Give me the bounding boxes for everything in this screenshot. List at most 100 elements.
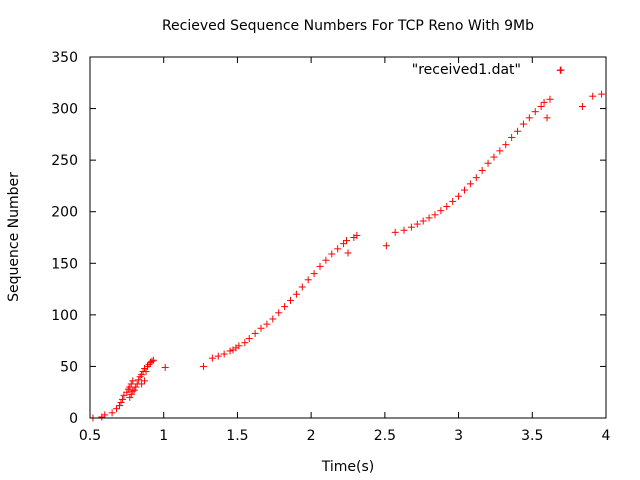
data-point bbox=[531, 108, 539, 116]
data-point bbox=[425, 214, 433, 222]
data-point bbox=[292, 290, 300, 298]
legend: "received1.dat" bbox=[412, 62, 565, 78]
axis-ticks bbox=[89, 56, 607, 419]
data-point bbox=[316, 262, 324, 270]
data-point bbox=[126, 393, 134, 401]
data-point bbox=[281, 303, 289, 311]
data-point bbox=[287, 296, 295, 304]
data-point bbox=[138, 371, 146, 379]
data-point bbox=[117, 399, 125, 407]
data-point bbox=[578, 103, 586, 111]
data-point bbox=[120, 391, 128, 399]
legend-label: "received1.dat" bbox=[412, 62, 521, 78]
y-tick-label: 350 bbox=[51, 50, 78, 66]
data-point bbox=[130, 386, 138, 394]
data-point bbox=[245, 335, 253, 343]
data-point bbox=[514, 127, 522, 135]
data-point bbox=[340, 240, 348, 248]
data-point bbox=[484, 159, 492, 167]
y-tick-label: 250 bbox=[51, 153, 78, 169]
data-point bbox=[449, 197, 457, 205]
data-point bbox=[142, 368, 150, 376]
data-point bbox=[400, 226, 408, 234]
x-axis-label: Time(s) bbox=[321, 459, 374, 475]
x-tick-label: 4 bbox=[602, 428, 611, 444]
data-point bbox=[413, 220, 421, 228]
y-tick-label: 100 bbox=[51, 308, 78, 324]
x-tick-label: 3.5 bbox=[521, 428, 543, 444]
data-point bbox=[508, 133, 516, 141]
data-point bbox=[490, 153, 498, 161]
data-point bbox=[437, 207, 445, 215]
data-point bbox=[127, 380, 135, 388]
data-point bbox=[129, 377, 137, 385]
data-point bbox=[135, 376, 143, 384]
data-point bbox=[304, 276, 312, 284]
data-point bbox=[115, 402, 123, 410]
data-point bbox=[129, 387, 137, 395]
x-tick-label: 0.5 bbox=[79, 428, 101, 444]
data-point bbox=[298, 283, 306, 291]
data-point bbox=[382, 242, 390, 250]
data-point bbox=[123, 388, 131, 396]
x-tick-label: 1 bbox=[159, 428, 168, 444]
data-point bbox=[226, 347, 234, 355]
data-point bbox=[328, 250, 336, 258]
data-point bbox=[589, 92, 597, 100]
data-point bbox=[275, 309, 283, 317]
plot-frame bbox=[89, 56, 607, 419]
data-point bbox=[343, 237, 351, 245]
data-point bbox=[478, 166, 486, 174]
data-point bbox=[118, 395, 126, 403]
data-point bbox=[263, 320, 271, 328]
tick-labels: 0.5 1 1.5 2 2.5 3 3.5 4 0 50 100 150 200 250 300 350 bbox=[51, 50, 610, 444]
data-point bbox=[546, 95, 554, 103]
data-point bbox=[148, 357, 156, 365]
data-point bbox=[310, 270, 318, 278]
data-point bbox=[540, 98, 548, 106]
y-tick-label: 200 bbox=[51, 205, 78, 221]
data-point bbox=[101, 411, 109, 419]
data-point bbox=[127, 390, 135, 398]
legend-marker bbox=[557, 66, 565, 74]
data-point bbox=[161, 363, 169, 371]
data-point bbox=[322, 256, 330, 264]
data-point bbox=[460, 186, 468, 194]
data-point bbox=[496, 147, 504, 155]
data-point bbox=[220, 350, 228, 358]
x-tick-label: 2 bbox=[307, 428, 316, 444]
data-point bbox=[466, 180, 474, 188]
data-points bbox=[89, 66, 606, 422]
data-point bbox=[132, 383, 140, 391]
data-point bbox=[344, 249, 352, 257]
chart-title: Recieved Sequence Numbers For TCP Reno W… bbox=[162, 18, 534, 34]
data-point bbox=[334, 245, 342, 253]
data-point bbox=[214, 352, 222, 360]
data-point bbox=[543, 114, 551, 122]
data-point bbox=[502, 141, 510, 149]
data-point bbox=[598, 90, 606, 98]
data-point bbox=[113, 405, 121, 413]
y-tick-label: 50 bbox=[60, 359, 78, 375]
data-point bbox=[208, 354, 216, 362]
y-tick-label: 300 bbox=[51, 102, 78, 118]
y-tick-label: 150 bbox=[51, 256, 78, 272]
data-point bbox=[149, 356, 157, 364]
data-point bbox=[391, 228, 399, 236]
y-axis-label: Sequence Number bbox=[6, 172, 22, 302]
data-point bbox=[407, 223, 415, 231]
data-point bbox=[141, 377, 149, 385]
data-point bbox=[353, 231, 361, 239]
data-point bbox=[443, 203, 451, 211]
data-point bbox=[419, 217, 427, 225]
data-point bbox=[241, 339, 249, 347]
x-tick-label: 2.5 bbox=[374, 428, 396, 444]
data-point bbox=[200, 362, 208, 370]
data-point bbox=[525, 114, 533, 122]
data-point bbox=[519, 120, 527, 128]
data-point bbox=[257, 324, 265, 332]
y-tick-label: 0 bbox=[69, 411, 78, 427]
data-point bbox=[537, 103, 545, 111]
data-point bbox=[235, 342, 243, 350]
